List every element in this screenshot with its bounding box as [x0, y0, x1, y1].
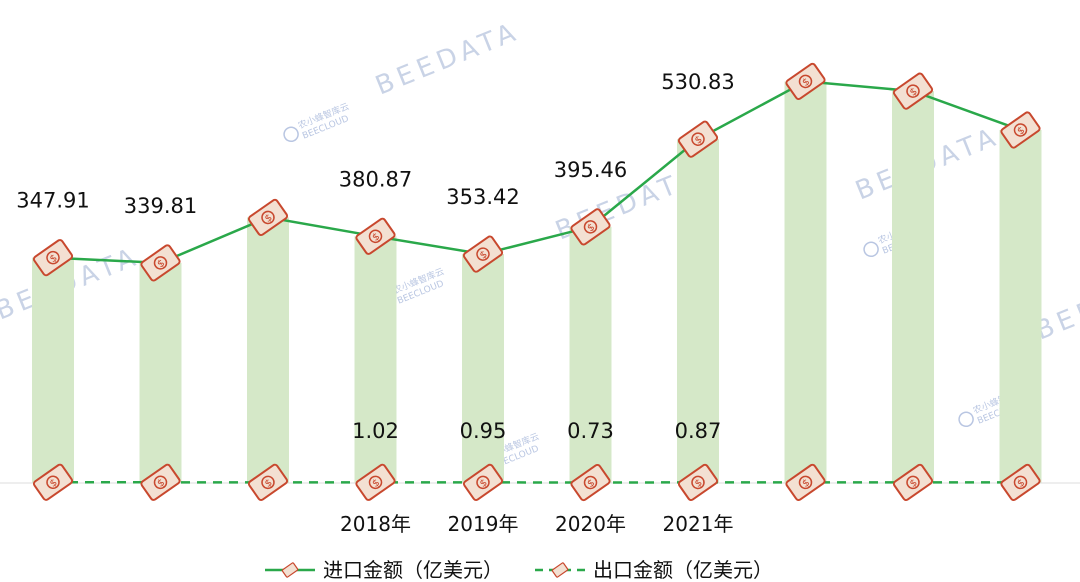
svg-text:$: $: [263, 212, 275, 225]
x-tick-label: 2019年: [448, 512, 519, 536]
svg-text:$: $: [693, 134, 705, 147]
money-bill-icon: $: [462, 463, 504, 501]
money-bill-icon: [551, 562, 569, 578]
marker-series: $ $ $ $ $ $ $ $ $ $ $ $ $ $ $ $ $ $ $ $: [32, 62, 1041, 502]
money-bill-icon: $: [1000, 111, 1041, 149]
x-tick-label: 2018年: [340, 512, 411, 536]
money-bill-icon: $: [892, 463, 934, 502]
money-bill-icon: $: [355, 463, 396, 501]
svg-text:$: $: [801, 477, 813, 490]
bar: [462, 254, 504, 483]
svg-text:$: $: [156, 477, 168, 490]
data-label-import: 380.87: [339, 167, 412, 191]
svg-text:$: $: [908, 86, 920, 99]
svg-text:$: $: [1016, 477, 1028, 490]
data-label-import: 353.42: [446, 185, 519, 209]
bar: [784, 81, 827, 483]
watermark-brand: BEEDATA: [371, 16, 524, 101]
money-bill-icon: $: [247, 198, 289, 237]
x-tick-label: 2021年: [663, 512, 734, 536]
money-bill-icon: $: [1000, 463, 1041, 502]
data-label-export: 0.87: [675, 419, 722, 443]
svg-text:$: $: [586, 477, 598, 490]
svg-text:$: $: [478, 249, 490, 262]
bar: [892, 91, 934, 484]
legend-label: 出口金额（亿美元）: [593, 558, 773, 582]
money-bill-icon: $: [677, 463, 719, 502]
legend-item: 进口金额（亿美元）: [265, 558, 503, 582]
svg-text:$: $: [908, 477, 920, 490]
legend-item: 出口金额（亿美元）: [535, 558, 773, 582]
bee-logo-icon: [283, 126, 299, 143]
svg-text:$: $: [48, 253, 60, 266]
bar: [354, 236, 397, 483]
svg-text:$: $: [371, 231, 383, 244]
svg-text:$: $: [263, 477, 275, 490]
legend: 进口金额（亿美元） 出口金额（亿美元）: [265, 558, 773, 582]
money-bill-icon: $: [677, 120, 719, 158]
money-bill-icon: $: [785, 62, 826, 101]
svg-text:$: $: [48, 477, 60, 490]
bar: [139, 262, 182, 483]
import-line: [52, 80, 1021, 265]
svg-text:$: $: [156, 258, 168, 271]
x-tick-label: 2020年: [555, 512, 626, 536]
data-label-export: 1.02: [352, 419, 399, 443]
svg-text:$: $: [478, 477, 490, 490]
line-series: [52, 80, 1021, 484]
money-bill-icon: [281, 562, 299, 578]
bar: [247, 217, 289, 483]
money-bill-icon: $: [462, 235, 504, 273]
bar: [32, 257, 74, 483]
data-label-import: 395.46: [554, 158, 627, 182]
bee-logo-icon: [863, 241, 879, 258]
bar-series: [32, 81, 1042, 484]
svg-text:$: $: [371, 477, 383, 490]
money-bill-icon: $: [570, 208, 611, 246]
svg-text:$: $: [1016, 125, 1028, 138]
money-bill-icon: $: [785, 463, 826, 502]
money-bill-icon: $: [32, 463, 74, 501]
bee-logo-icon: [958, 411, 974, 428]
data-label-import: 530.83: [661, 70, 734, 94]
money-bill-icon: $: [570, 463, 611, 502]
x-axis-ticks: 2018年 2019年 2020年 2021年: [340, 512, 733, 536]
data-label-import: 339.81: [124, 194, 197, 218]
bar: [999, 130, 1042, 483]
svg-text:$: $: [586, 222, 598, 235]
data-labels: 347.91 339.81 380.87 353.42 395.46 530.83 1.02…: [16, 70, 734, 443]
money-bill-icon: $: [247, 463, 289, 501]
svg-text:$: $: [693, 477, 705, 490]
money-bill-icon: $: [140, 463, 181, 501]
money-bill-icon: $: [140, 244, 181, 282]
money-bill-icon: $: [32, 239, 74, 277]
data-label-export: 0.95: [460, 419, 507, 443]
svg-text:$: $: [801, 76, 813, 89]
data-label-import: 347.91: [16, 189, 89, 213]
bar: [677, 139, 719, 483]
bar: [569, 226, 612, 484]
data-label-export: 0.73: [567, 419, 614, 443]
money-bill-icon: $: [355, 217, 396, 255]
legend-label: 进口金额（亿美元）: [323, 558, 503, 582]
money-bill-icon: $: [892, 72, 934, 110]
